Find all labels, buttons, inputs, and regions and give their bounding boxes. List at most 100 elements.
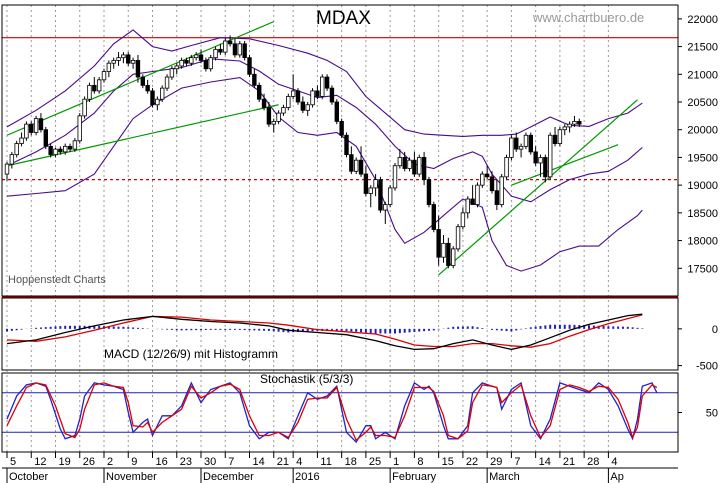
candle-body (552, 134, 558, 144)
x-day-label: 4 (611, 456, 617, 468)
candle-body (223, 40, 228, 53)
macd-signal-line (6, 314, 643, 348)
candle-body (140, 76, 145, 86)
candle-body (9, 154, 15, 165)
x-day-label: 1 (393, 456, 399, 468)
candle-body (387, 187, 393, 205)
x-day-label: 14 (539, 456, 551, 468)
candle-body (19, 137, 24, 144)
candle-body (261, 98, 267, 108)
x-day-label: 21 (563, 456, 575, 468)
candle-body (514, 137, 519, 150)
y-tick-label: 19500 (687, 152, 718, 164)
candle-body (227, 40, 233, 45)
candle-body (96, 79, 102, 92)
candle-body (450, 248, 456, 266)
candle-body (353, 159, 359, 172)
candle-body (533, 151, 538, 164)
y-tick-label: 18500 (687, 208, 718, 220)
candle-body (470, 198, 475, 205)
candle-body (111, 60, 116, 64)
y-tick-label: 0 (712, 324, 718, 336)
candle-body (174, 65, 179, 70)
candle-body (334, 101, 339, 122)
panel-frame (1, 297, 679, 371)
candle-body (455, 226, 461, 250)
candle-body (518, 145, 524, 150)
x-day-label: 29 (490, 456, 502, 468)
candle-body (465, 198, 470, 214)
candle-body (446, 242, 451, 266)
chart-title: MDAX (316, 8, 371, 29)
candle-body (198, 54, 204, 61)
candle-body (24, 123, 29, 139)
x-day-label: 18 (345, 456, 357, 468)
candle-body (4, 163, 10, 175)
stochastic-d-line (6, 382, 658, 442)
y-tick-label: 50 (706, 408, 718, 420)
candle-body (528, 134, 533, 153)
x-day-label: 2 (107, 456, 113, 468)
candle-body (77, 115, 82, 142)
x-month-label: February (392, 471, 437, 483)
candle-body (383, 204, 388, 211)
trend-channel-lines (6, 21, 638, 276)
candle-body (538, 157, 543, 164)
candle-body (232, 43, 238, 56)
candle-body (116, 57, 121, 61)
candle-body (155, 98, 160, 106)
candle-body (184, 60, 189, 64)
candle-body (130, 60, 136, 64)
candle-body (271, 121, 276, 125)
candlesticks (4, 35, 582, 269)
candle-body (397, 157, 403, 167)
x-month-label: 2016 (295, 471, 319, 483)
candle-body (189, 57, 194, 64)
candle-body (548, 134, 553, 178)
x-day-label: 28 (587, 456, 599, 468)
candle-body (421, 157, 427, 181)
candle-body (484, 173, 490, 178)
y-tick-label: 20000 (687, 125, 718, 137)
candle-body (358, 159, 364, 175)
candle-body (87, 84, 92, 100)
x-day-label: 19 (59, 456, 71, 468)
stochastic-panel (2, 381, 678, 444)
y-tick-label: 17500 (687, 263, 718, 275)
candle-body (150, 90, 155, 106)
candle-body (329, 87, 335, 103)
candle-body (38, 118, 44, 131)
candle-body (237, 43, 242, 56)
x-day-label: 12 (34, 456, 46, 468)
x-day-label: 22 (466, 456, 478, 468)
candle-body (256, 84, 262, 100)
x-day-label: 8 (417, 456, 423, 468)
y-tick-label: 22000 (687, 14, 718, 26)
x-day-label: 30 (204, 456, 216, 468)
y-tick-label: 19000 (687, 180, 718, 192)
trend-line (438, 99, 638, 276)
candle-body (48, 145, 53, 156)
trend-line (6, 104, 279, 167)
candle-body (242, 43, 247, 59)
x-day-label: 4 (296, 456, 302, 468)
x-day-label: 5 (10, 456, 16, 468)
macd-label: MACD (12/26/9) mit Histogramm (104, 347, 278, 361)
x-day-label: 16 (156, 456, 168, 468)
candle-body (295, 90, 301, 103)
candle-body (412, 159, 417, 175)
candle-body (431, 204, 436, 230)
candle-body (567, 123, 572, 128)
source-label: Hoppenstedt Charts (8, 274, 106, 286)
candle-body (290, 90, 296, 97)
candle-body (441, 242, 446, 258)
candle-body (179, 60, 184, 67)
candle-body (63, 145, 68, 153)
candle-body (218, 48, 223, 53)
candle-body (489, 176, 495, 192)
candle-body (426, 179, 432, 205)
candle-body (101, 71, 107, 81)
x-day-label: 11 (320, 456, 331, 468)
candle-body (164, 76, 170, 89)
